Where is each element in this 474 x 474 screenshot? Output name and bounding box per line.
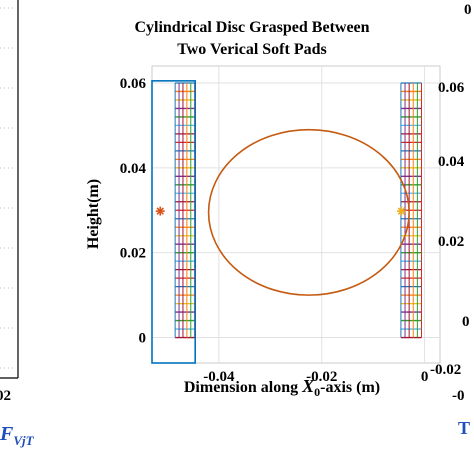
right-panel-ytick: 0.06 (438, 80, 465, 96)
chart-title-line-1: Cylindrical Disc Grasped Between (134, 19, 369, 36)
x-axis-label: Dimension along X0-axis (m) (184, 376, 380, 399)
y-tick-labels: 0 0.02 0.04 0.06 (120, 76, 147, 347)
left-caption-var: F (0, 423, 14, 445)
x-tick-labels: -0.04 -0.02 0 (203, 369, 428, 385)
xtick-label: 0 (421, 369, 429, 385)
marker-stroke (156, 207, 164, 215)
right-panel: 0 0.06 0.04 0.02 0 -0.02 -0 T (430, 2, 472, 438)
contact-marker-2 (396, 206, 406, 216)
right-panel-ytick: 0.04 (438, 154, 465, 170)
left-panel: 02 FVjT (0, 0, 35, 448)
chart-title-line-2: Two Verical Soft Pads (177, 41, 326, 58)
data-layer (151, 80, 422, 364)
xlabel-prefix: Dimension along (184, 379, 302, 396)
right-panel-ytick: 0.02 (438, 234, 464, 250)
left-panel-grid (0, 7, 14, 369)
left-panel-caption: FVjT (0, 423, 35, 448)
contact-marker-1 (155, 206, 165, 216)
xtick-label: -0.04 (203, 369, 235, 385)
xlabel-var: X (301, 376, 315, 396)
ytick-label: 0.04 (120, 161, 147, 177)
ytick-label: 0.02 (120, 246, 146, 262)
disc-outline (207, 128, 410, 296)
right-panel-xtick-fragment: -0 (452, 388, 465, 404)
grid-layer (152, 66, 440, 363)
y-axis-label: Height(m) (85, 179, 102, 249)
ytick-label: 0 (139, 331, 147, 347)
xlabel-sub: 0 (314, 385, 320, 399)
right-panel-ytick: -0.02 (430, 362, 461, 378)
xlabel-suffix: -axis (m) (320, 379, 380, 396)
marker-stroke (397, 207, 406, 215)
left-panel-xtick-label: 02 (0, 388, 11, 404)
ytick-label: 0.06 (120, 76, 147, 92)
right-panel-title-fragment: 0 (464, 2, 472, 18)
main-chart: Cylindrical Disc Grasped Between Two Ver… (85, 19, 441, 399)
right-panel-ytick: 0 (462, 314, 470, 330)
pad-outline-box (151, 80, 197, 364)
xtick-label: -0.02 (306, 369, 337, 385)
right-panel-caption-fragment: T (458, 418, 470, 438)
left-caption-sub: VjT (13, 433, 34, 448)
